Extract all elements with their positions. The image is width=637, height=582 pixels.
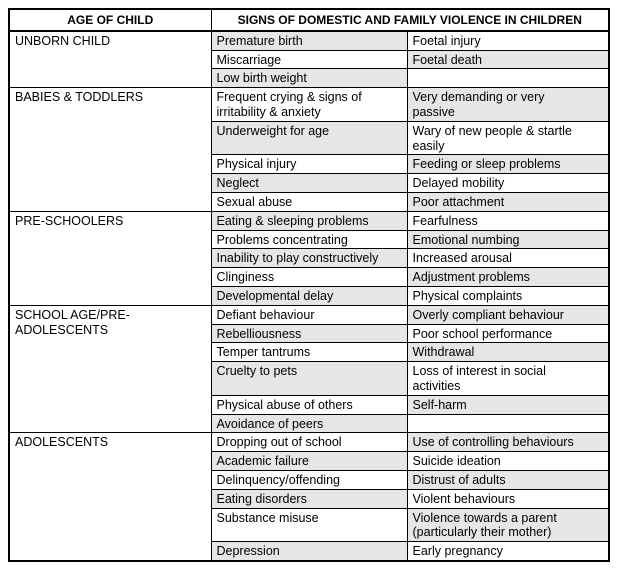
- table-header: AGE OF CHILD SIGNS OF DOMESTIC AND FAMIL…: [8, 8, 610, 32]
- sign-cell-left: Problems concentrating: [210, 229, 408, 250]
- table-row: Underweight for age Wary of new people & …: [9, 120, 610, 156]
- table-row: Academic failure Suicide ideation: [9, 451, 610, 471]
- sign-cell-right: Overly compliant behaviour: [406, 304, 610, 325]
- sign-cell-left: Eating & sleeping problems: [210, 210, 408, 231]
- header-signs-of-violence: SIGNS OF DOMESTIC AND FAMILY VIOLENCE IN…: [210, 8, 610, 32]
- sign-cell-left: Physical abuse of others: [210, 394, 408, 415]
- sign-cell-left: Temper tantrums: [210, 342, 408, 363]
- sign-cell-right: Violence towards a parent (particularly …: [406, 507, 610, 543]
- sign-cell-right: Foetal injury: [406, 30, 610, 51]
- sign-cell-left: Delinquency/offending: [210, 469, 408, 490]
- table-row: Miscarriage Foetal death: [9, 49, 610, 70]
- table-row: Eating disorders Violent behaviours: [9, 488, 610, 509]
- sign-cell-left: Developmental delay: [210, 285, 408, 306]
- sign-cell-left: Low birth weight: [210, 68, 408, 89]
- table-row: Physical abuse of others Self-harm: [9, 394, 610, 415]
- sign-cell-right: Delayed mobility: [406, 173, 610, 193]
- sign-cell-left: Rebelliousness: [210, 323, 408, 344]
- table-row: UNBORN CHILD Premature birth Foetal injury: [8, 30, 610, 89]
- sign-cell-left: Inability to play constructively: [210, 248, 408, 269]
- sign-cell-right: Early pregnancy: [406, 541, 610, 562]
- sign-cell-left: Academic failure: [210, 451, 408, 471]
- sign-cell-left: Depression: [210, 541, 408, 562]
- sign-cell-left: Defiant behaviour: [210, 304, 408, 325]
- sign-cell-left: Eating disorders: [210, 488, 408, 509]
- sign-cell-right: Distrust of adults: [406, 469, 610, 490]
- table-row: Cruelty to pets Loss of interest in socia…: [9, 361, 610, 396]
- sign-cell-right: Wary of new people & startle easily: [406, 120, 610, 156]
- header-age-of-child: AGE OF CHILD: [8, 8, 212, 32]
- table-body: UNBORN CHILD Premature birth Foetal injury…: [8, 30, 610, 562]
- table-row: Neglect Delayed mobility: [9, 173, 610, 193]
- sign-cell-right: Very demanding or very passive: [406, 87, 610, 122]
- sign-cell-right: Physical complaints: [406, 285, 610, 306]
- age-group-cell: PRE-SCHOOLERS: [8, 210, 212, 306]
- sign-cell-right: Self-harm: [406, 394, 610, 415]
- table-row: PRE-SCHOOLERS Eating & sleeping problems F…: [8, 210, 610, 306]
- table-row: ADOLESCENTS Dropping out of school Use of …: [8, 432, 610, 562]
- sign-cell-right: Poor attachment: [406, 191, 610, 212]
- age-group-cell: UNBORN CHILD: [8, 30, 212, 89]
- table-row: Developmental delay Physical complaints: [9, 285, 610, 306]
- table-row: BABIES & TODDLERS Frequent crying & signs…: [8, 87, 610, 212]
- sign-cell-right: Violent behaviours: [406, 488, 610, 509]
- table-row: Temper tantrums Withdrawal: [9, 342, 610, 363]
- sign-cell-right: Use of controlling behaviours: [406, 432, 610, 453]
- table-row: Problems concentrating Emotional numbing: [9, 229, 610, 250]
- sign-cell-right: Foetal death: [406, 49, 610, 70]
- sign-cell-right: Loss of interest in social activities: [406, 361, 610, 396]
- header-row: AGE OF CHILD SIGNS OF DOMESTIC AND FAMIL…: [8, 8, 610, 32]
- sign-cell-left: Frequent crying & signs of irritability …: [210, 87, 408, 122]
- sign-cell-left: Premature birth: [210, 30, 408, 51]
- sign-cell-left: Physical injury: [210, 154, 408, 175]
- sign-cell-left: Avoidance of peers: [210, 413, 408, 434]
- sign-cell-right: Emotional numbing: [406, 229, 610, 250]
- table-row: Depression Early pregnancy: [9, 541, 610, 562]
- sign-cell-right: Poor school performance: [406, 323, 610, 344]
- table-row: Clinginess Adjustment problems: [9, 267, 610, 287]
- sign-cell-left: Substance misuse: [210, 507, 408, 543]
- sign-cell-right: Suicide ideation: [406, 451, 610, 471]
- signs-table: AGE OF CHILD SIGNS OF DOMESTIC AND FAMIL…: [8, 8, 610, 562]
- sign-cell-left: Underweight for age: [210, 120, 408, 156]
- sign-cell-left: Neglect: [210, 173, 408, 193]
- age-group-cell: SCHOOL AGE/PRE- ADOLESCENTS: [8, 304, 212, 434]
- table-row: Sexual abuse Poor attachment: [9, 191, 610, 212]
- table-row: Physical injury Feeding or sleep problems: [9, 154, 610, 175]
- sign-cell-right: Increased arousal: [406, 248, 610, 269]
- age-group-cell: ADOLESCENTS: [8, 432, 212, 562]
- table-row: Delinquency/offending Distrust of adults: [9, 469, 610, 490]
- table-row: SCHOOL AGE/PRE- ADOLESCENTS Defiant behav…: [8, 304, 610, 434]
- sign-cell-right: [406, 413, 610, 434]
- sign-cell-left: Dropping out of school: [210, 432, 408, 453]
- document-page: AGE OF CHILD SIGNS OF DOMESTIC AND FAMIL…: [8, 8, 610, 562]
- table-row: Low birth weight: [9, 68, 610, 89]
- sign-cell-left: Sexual abuse: [210, 191, 408, 212]
- sign-cell-right: Fearfulness: [406, 210, 610, 231]
- sign-cell-right: Feeding or sleep problems: [406, 154, 610, 175]
- sign-cell-right: Adjustment problems: [406, 267, 610, 287]
- table-row: Avoidance of peers: [9, 413, 610, 434]
- age-group-cell: BABIES & TODDLERS: [8, 87, 212, 212]
- sign-cell-right: [406, 68, 610, 89]
- sign-cell-right: Withdrawal: [406, 342, 610, 363]
- sign-cell-left: Miscarriage: [210, 49, 408, 70]
- sign-cell-left: Clinginess: [210, 267, 408, 287]
- sign-cell-left: Cruelty to pets: [210, 361, 408, 396]
